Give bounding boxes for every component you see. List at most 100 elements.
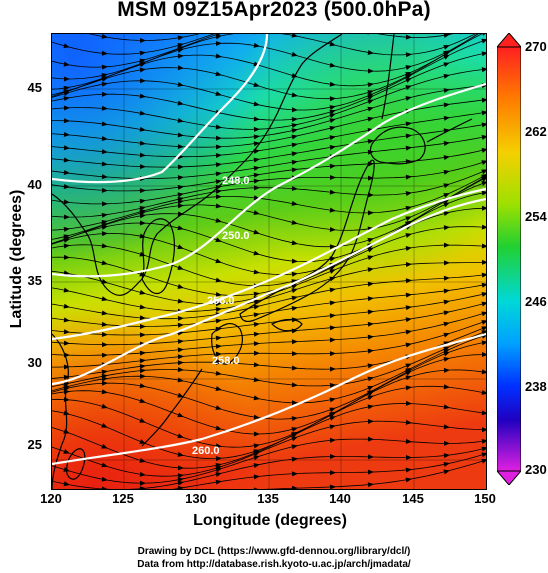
wind-arrow <box>329 366 336 372</box>
wind-arrow <box>367 386 374 391</box>
wind-arrow <box>215 237 222 243</box>
wind-arrow <box>101 342 108 348</box>
wind-arrow <box>481 205 486 211</box>
wind-arrow <box>253 185 260 191</box>
wind-arrow <box>481 320 486 325</box>
wind-arrow <box>139 358 146 364</box>
wind-arrow <box>101 278 108 284</box>
wind-arrow <box>177 48 184 53</box>
wind-arrow <box>101 331 108 337</box>
wind-arrow <box>443 88 450 94</box>
wind-arrow <box>253 341 260 347</box>
wind-arrow <box>139 332 146 338</box>
graticule <box>52 34 486 489</box>
wind-arrow <box>367 309 374 315</box>
wind-arrow <box>443 225 450 231</box>
wind-arrow <box>177 144 184 150</box>
wind-arrow <box>329 300 336 306</box>
wind-arrow <box>177 339 184 345</box>
wind-arrow <box>253 250 260 256</box>
wind-arrow <box>367 255 374 261</box>
streamline <box>52 312 486 356</box>
wind-arrow <box>177 473 184 479</box>
wind-arrow <box>329 325 336 331</box>
wind-arrow <box>177 265 184 270</box>
wind-arrow <box>443 34 450 38</box>
wind-arrow <box>101 389 108 395</box>
wind-arrow <box>367 348 374 354</box>
y-tick-label: 40 <box>27 177 42 192</box>
wind-arrow <box>481 272 486 278</box>
contour-label-250: 250.0 <box>222 230 250 242</box>
wind-arrow <box>481 326 486 332</box>
isotherm-250 <box>52 82 486 278</box>
wind-arrow <box>367 99 374 105</box>
wind-arrow <box>367 267 374 273</box>
wind-arrow <box>291 200 298 206</box>
wind-arrow <box>481 292 486 297</box>
wind-arrow <box>291 365 298 371</box>
y-tick-label: 35 <box>27 273 42 288</box>
wind-arrow <box>177 377 184 383</box>
japan-honshu <box>239 159 375 322</box>
wind-arrow <box>177 360 184 366</box>
streamline <box>52 68 486 130</box>
wind-arrow <box>291 167 298 173</box>
wind-arrow <box>367 106 374 112</box>
wind-arrow <box>329 424 336 430</box>
wind-arrow <box>253 116 260 122</box>
wind-arrow <box>253 455 260 461</box>
y-axis-label: Latitude (degrees) <box>8 189 25 329</box>
wind-arrow <box>291 284 298 290</box>
wind-arrow <box>405 419 412 425</box>
wind-arrow <box>329 437 336 443</box>
wind-arrow <box>291 258 298 264</box>
wind-arrow <box>291 382 298 388</box>
wind-arrow <box>405 96 412 101</box>
wind-arrow <box>101 486 108 489</box>
wind-arrow <box>405 438 412 444</box>
wind-arrow <box>101 121 108 127</box>
wind-arrow <box>177 283 184 289</box>
wind-arrow <box>215 203 222 209</box>
temperature-map[interactable]: 248.0 250.0 256.0 258.0 260.0 <box>51 33 487 490</box>
wind-arrow <box>405 467 412 473</box>
wind-arrow <box>63 96 70 102</box>
japan-shikoku <box>270 318 303 332</box>
wind-arrow <box>101 352 108 358</box>
wind-arrow <box>139 480 146 486</box>
wind-arrow <box>101 149 108 155</box>
wind-arrow <box>139 62 146 68</box>
wind-arrow <box>481 51 486 57</box>
wind-arrow <box>215 386 222 391</box>
streamline <box>52 136 486 180</box>
wind-arrow <box>367 395 374 401</box>
wind-arrow <box>443 367 450 373</box>
wind-arrow <box>481 369 486 375</box>
wind-arrow <box>139 486 146 489</box>
wind-arrow <box>443 260 450 266</box>
wind-arrow <box>253 443 260 449</box>
streamline <box>52 293 486 336</box>
wind-arrow <box>215 443 222 449</box>
wind-arrow <box>291 416 298 422</box>
wind-arrow <box>329 351 336 357</box>
streamline <box>52 176 486 240</box>
wind-arrow <box>291 159 298 165</box>
wind-arrow <box>101 476 108 482</box>
isotherm-contours <box>52 34 486 466</box>
x-tick-label: 120 <box>40 491 62 506</box>
wind-arrow <box>329 276 336 282</box>
wind-arrow <box>63 243 70 249</box>
wind-arrow <box>481 190 486 196</box>
wind-arrow <box>367 82 374 88</box>
wind-arrow <box>443 169 450 175</box>
wind-arrow <box>101 91 108 97</box>
wind-arrow <box>405 34 412 40</box>
wind-arrow <box>139 373 146 379</box>
wind-arrow <box>443 461 450 467</box>
y-tick-label: 25 <box>27 437 42 452</box>
wind-arrow <box>253 101 260 107</box>
streamline <box>52 34 479 96</box>
wind-arrow <box>443 357 450 362</box>
